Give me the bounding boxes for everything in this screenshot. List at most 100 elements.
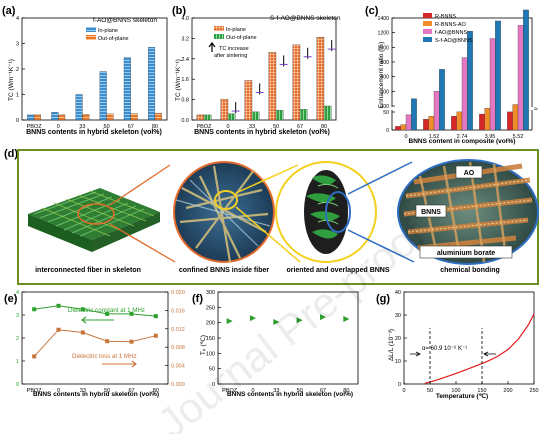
callout-ao-box [455,165,483,179]
chart-c-ytick-label: 600 [380,75,389,81]
chart-e-constant-line [34,305,156,317]
chart-e-constant-point [129,311,134,316]
panel-b-tag: (b) [172,5,186,17]
label-interconnected-fiber: interconnected fiber in skeleton [35,267,141,274]
chart-b-ytick-label: 2.4 [181,57,189,63]
chart-a-xlabel: BNNS contents in hybrid skeleton (vol%) [26,129,162,136]
chart-b-title: S-f-AO@BNNS skeleton [270,15,341,22]
chart-b: 0.0 0.8 1.6 2.4 3.2 4.0 PBOZ 0 33 50 67 80 [181,16,337,130]
chart-f-point [226,318,233,325]
chart-e-xtick-label: 33 [80,388,86,394]
chart-c-bar [451,116,457,131]
chart-f-point [320,314,326,321]
chart-f-point [273,319,280,326]
legend-c-f-ao: f-AO@BNNS [435,30,468,36]
chart-f-ytick-label: 100 [206,351,215,357]
chart-c-bar [489,38,496,131]
chart-c-xtick-label: 5.52 [513,134,524,140]
chart-a-bar [33,114,41,121]
bnns-highlight-ellipse [325,191,351,233]
chart-e-constant-point [105,311,110,316]
fiber-crosssection-image [173,161,275,263]
chart-g: 0 10 20 30 40 0 50 100 150 200 250 [395,290,539,394]
chart-c-ytick-label: 1000 [377,45,389,51]
chart-c-bar [484,108,491,131]
chart-g-xtick-label: 200 [503,388,512,394]
chart-g-ytick-label: 40 [395,290,401,296]
chart-b-ytick-label: 1.6 [181,77,189,83]
chart-c-ytick-label: 1200 [377,31,389,37]
chart-f: 0 50 100 150 200 250 300 PBOZ 0 33 50 67 80 [206,290,359,394]
chart-b-bar [316,36,325,121]
chart-e-loss-point [32,354,37,359]
chart-b-ytick-label: 0.0 [181,118,189,124]
chart-g-ylabel: ΔL/L (10⁻³) [388,329,395,361]
chart-b-bar [275,110,284,121]
chart-a-ytick-label: 2 [16,67,19,73]
chart-e-xlabel: BNNS contents in hybrid skeleton (vol%) [33,391,159,398]
chart-e-loss-point [153,333,158,338]
legend-b-inplane-swatch [214,26,224,31]
chart-a-ytick-label: 1 [16,93,19,99]
chart-c-xtick-label: 1.52 [429,134,440,140]
label-confined-bnns: confined BNNS inside fiber [179,267,270,274]
zoom-lines-1 [109,164,176,263]
chart-a-bar [75,94,83,121]
chart-e-left-ytick-label: 2 [16,336,19,342]
chart-f-point [343,315,350,322]
chart-a-bar [154,112,162,121]
panel-d-tag: (d) [4,148,18,160]
chart-b-ylabel: TC (Wm⁻¹K⁻¹) [175,59,182,101]
chart-e-right-ytick-label: 0.016 [171,308,185,314]
chart-f-xtick-label: 67 [320,388,326,394]
chart-c-bar [517,25,524,131]
chart-a-bar [82,114,90,121]
chart-b-xlabel: BNNS contents in hybrid skeleton (vol%) [194,129,330,136]
chart-c-ytick-label: 400 [380,89,389,95]
chart-a-axes [21,17,168,121]
chart-e: 0 1 2 3 4 0.000 0.004 0.008 0.012 0.016 0.020 PBOZ 0… [16,290,185,394]
chart-e-right-ytick-label: 0.020 [171,290,185,296]
chart-c-bar [507,111,513,131]
callout-bnns-box [415,204,447,218]
chart-e-right-ytick-label: 0.008 [171,345,185,351]
chemical-bonding-image [397,159,539,265]
chart-f-xtick-label: 33 [273,388,279,394]
chart-e-left-ytick-label: 3 [16,313,19,319]
chart-e-xtick-label: 80 [153,388,159,394]
legend-a-inplane-swatch [86,27,96,32]
chart-e-constant-point [153,314,158,319]
chart-a-xtick-label: 0 [57,124,60,130]
chart-c-bar [439,69,445,131]
chart-f-ytick-label: 300 [206,290,215,296]
chart-c-bar [523,9,529,131]
legend-c-r-bnns: R-BNNS [435,14,456,20]
chart-c-ytick-label: 800 [380,60,389,66]
legend-c: R-BNNS R-BNNS-AO f-AO@BNNS S-f-AO@BNNS [423,13,473,44]
chart-f-point [250,315,256,322]
panel-b: (b) 0.0 0.8 1.6 2.4 3.2 4.0 PBOZ 0 33 50 67 80 S-f-… [172,5,341,136]
chart-c-xtick-label: 0 [404,134,407,140]
legend-a-outplane: Out-of-plane [98,36,129,42]
chart-e-loss-line [33,329,156,357]
arrow-loss [102,360,137,368]
panel-g-tag: (g) [376,293,390,305]
chart-e-xtick-label: 0 [57,388,60,394]
panel-c-tag: (c) [365,5,379,17]
panel-f-tag: (f) [192,293,203,305]
chart-e-constant-point [56,303,61,308]
chart-c-bar [495,20,501,131]
zoom-lines-2 [235,164,301,263]
chart-b-bar [323,105,332,121]
chart-c-bar [395,126,401,131]
legend-c-s-f-ao: S-f-AO@BNNS [435,38,473,44]
chart-c-bar [461,57,468,131]
chart-g-ytick-label: 10 [395,359,401,365]
chart-e-constant-point [80,307,85,312]
chart-a-xtick-label: 67 [128,124,134,130]
chart-a-xtick-label: PBOZ [27,124,43,130]
chart-g-xtick-label: 100 [451,388,460,394]
chart-e-right-ytick-label: 0.004 [171,364,185,370]
